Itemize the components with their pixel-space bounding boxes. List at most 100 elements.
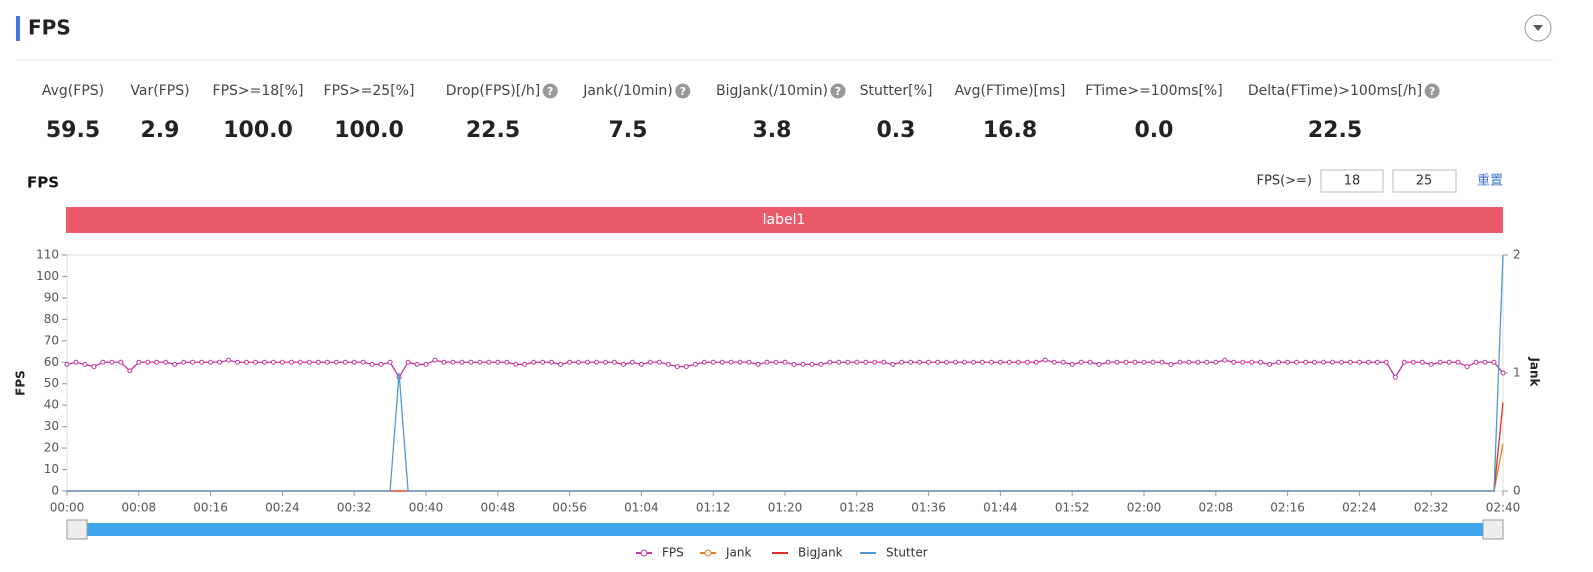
data-point bbox=[1455, 359, 1461, 365]
data-point bbox=[252, 359, 258, 365]
data-point bbox=[988, 359, 994, 365]
data-point bbox=[378, 361, 384, 367]
metric-value: 59.5 bbox=[46, 118, 100, 143]
data-point bbox=[1446, 359, 1452, 365]
metric-label: FPS>=25[%] bbox=[324, 83, 415, 99]
data-point bbox=[1410, 359, 1416, 365]
data-point bbox=[1222, 357, 1228, 363]
metric-label: FTime>=100ms[%] bbox=[1085, 83, 1222, 99]
metric-value: 22.5 bbox=[466, 118, 520, 143]
x-tick-label: 00:00 bbox=[50, 501, 85, 515]
data-point bbox=[172, 361, 178, 367]
data-point bbox=[1303, 359, 1309, 365]
data-point bbox=[1383, 359, 1389, 365]
metric-value: 16.8 bbox=[983, 118, 1037, 143]
label-band bbox=[66, 207, 1503, 233]
collapse-button[interactable] bbox=[1524, 14, 1552, 42]
data-point bbox=[1294, 359, 1300, 365]
data-point bbox=[567, 359, 573, 365]
reset-link[interactable]: 重置 bbox=[1477, 173, 1503, 189]
metric-value: 3.8 bbox=[753, 118, 792, 143]
data-point bbox=[1204, 359, 1210, 365]
data-point bbox=[1464, 364, 1470, 370]
zoom-slider[interactable] bbox=[67, 523, 1503, 536]
data-point bbox=[594, 359, 600, 365]
data-point bbox=[468, 359, 474, 365]
data-point bbox=[1329, 359, 1335, 365]
data-point bbox=[1258, 359, 1264, 365]
data-point bbox=[585, 359, 591, 365]
data-point bbox=[1267, 361, 1273, 367]
data-point bbox=[1356, 359, 1362, 365]
data-point bbox=[109, 359, 115, 365]
x-tick-label: 02:08 bbox=[1199, 501, 1234, 515]
data-point bbox=[1365, 359, 1371, 365]
data-point bbox=[1321, 359, 1326, 365]
data-point bbox=[288, 359, 294, 365]
data-point bbox=[540, 359, 546, 365]
x-tick-label: 00:40 bbox=[409, 501, 444, 515]
legend-marker bbox=[704, 549, 712, 557]
data-point bbox=[244, 359, 249, 365]
help-icon-glyph: ? bbox=[680, 85, 686, 98]
x-tick-label: 00:48 bbox=[481, 501, 516, 515]
data-point bbox=[997, 359, 1003, 365]
data-point bbox=[1231, 359, 1237, 365]
data-point bbox=[1285, 359, 1291, 365]
data-point bbox=[208, 359, 214, 365]
data-point bbox=[1419, 359, 1425, 365]
data-point bbox=[405, 359, 411, 365]
x-tick-label: 01:28 bbox=[840, 501, 875, 515]
data-point bbox=[1033, 359, 1039, 365]
data-point bbox=[629, 359, 635, 365]
data-point bbox=[91, 364, 97, 370]
data-point bbox=[603, 359, 608, 365]
data-point bbox=[665, 361, 671, 367]
data-point bbox=[477, 359, 483, 365]
data-point bbox=[1015, 359, 1021, 365]
data-point bbox=[270, 359, 276, 365]
filter-low-input[interactable] bbox=[1320, 169, 1384, 193]
data-point bbox=[1132, 359, 1138, 365]
help-icon bbox=[1424, 83, 1440, 99]
metric-value: 22.5 bbox=[1308, 118, 1362, 143]
data-point bbox=[486, 359, 492, 365]
x-tick-label: 01:44 bbox=[983, 501, 1018, 515]
data-point bbox=[414, 361, 420, 367]
data-point bbox=[1500, 370, 1506, 376]
data-point bbox=[279, 359, 285, 365]
data-point bbox=[432, 357, 438, 363]
data-point bbox=[755, 361, 761, 367]
metric-label: Var(FPS) bbox=[130, 83, 189, 99]
data-point bbox=[1437, 359, 1443, 365]
metric-label: Avg(FPS) bbox=[42, 83, 104, 99]
x-tick-label: 00:24 bbox=[265, 501, 300, 515]
legend-marker bbox=[640, 549, 648, 557]
y-tick-label: 10 bbox=[44, 462, 59, 476]
data-point bbox=[154, 359, 160, 365]
data-point bbox=[656, 359, 662, 365]
help-icon-glyph: ? bbox=[835, 85, 841, 98]
data-point bbox=[800, 361, 806, 367]
data-point bbox=[64, 361, 70, 367]
x-tick-label: 01:04 bbox=[624, 501, 659, 515]
data-point bbox=[1401, 359, 1407, 365]
data-point bbox=[836, 359, 842, 365]
data-point bbox=[809, 361, 815, 367]
filter-high-input[interactable] bbox=[1392, 169, 1457, 193]
band-label: label1 bbox=[763, 212, 806, 228]
data-point bbox=[387, 359, 393, 365]
data-point bbox=[576, 359, 582, 365]
data-point bbox=[1374, 359, 1380, 365]
metric-label: Avg(FTime)[ms] bbox=[955, 83, 1066, 99]
data-point bbox=[226, 357, 232, 363]
help-icon bbox=[675, 83, 691, 99]
data-point bbox=[1042, 357, 1048, 363]
data-point bbox=[970, 359, 976, 365]
y2-axis-label: Jank bbox=[1528, 356, 1542, 387]
legend-label: FPS bbox=[662, 546, 684, 560]
data-point bbox=[261, 359, 267, 365]
slider-handle-left[interactable] bbox=[66, 519, 88, 540]
slider-handle-right[interactable] bbox=[1482, 519, 1504, 540]
data-point bbox=[1141, 359, 1147, 365]
